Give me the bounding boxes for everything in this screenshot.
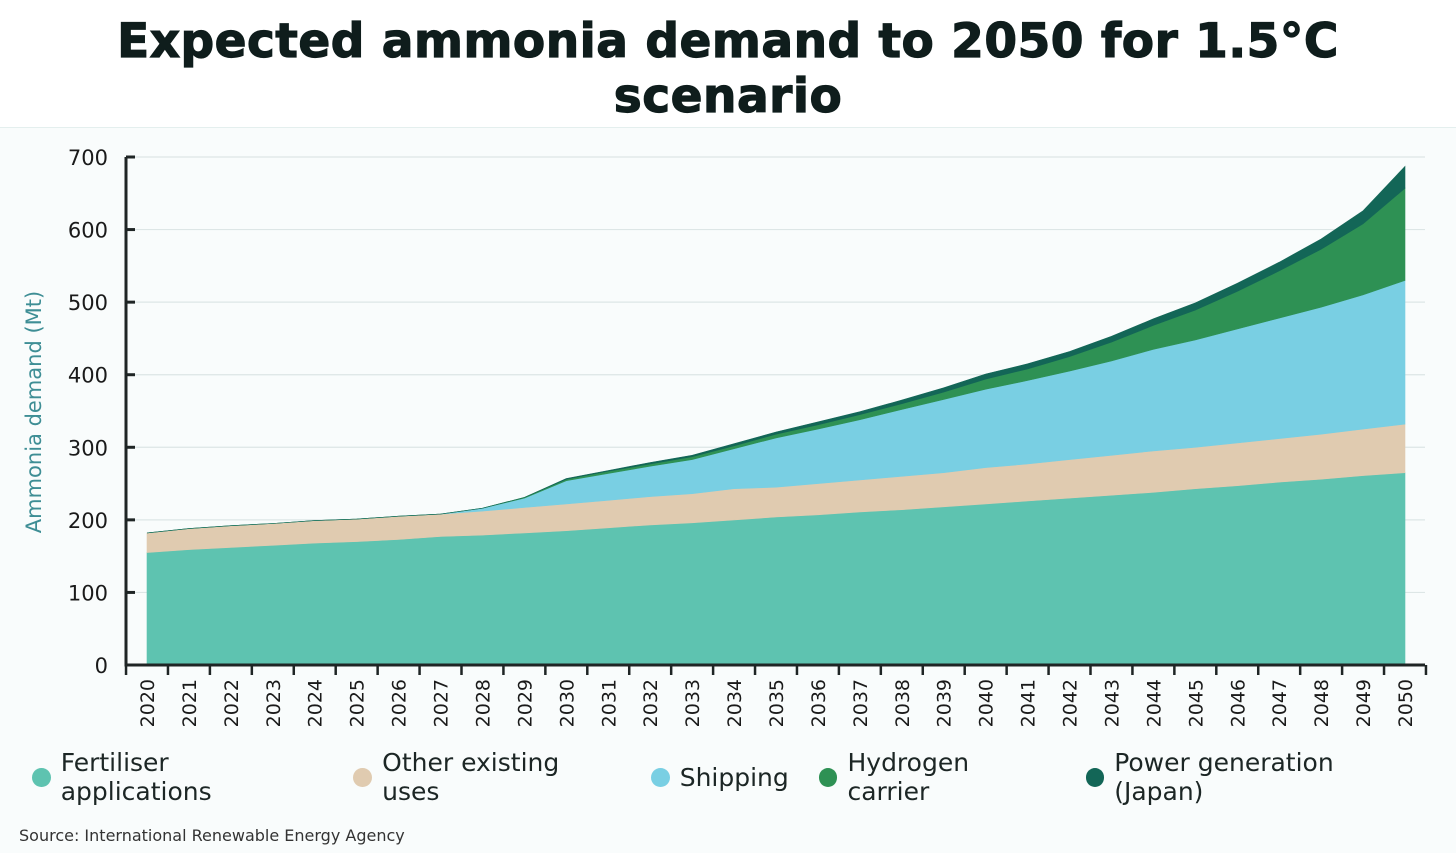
legend-item: Shipping — [650, 762, 789, 792]
x-tick-label: 2041 — [1018, 679, 1040, 727]
x-tick-label: 2035 — [766, 679, 788, 727]
x-tick-label: 2036 — [808, 679, 830, 727]
x-tick-label: 2050 — [1395, 679, 1417, 727]
legend: Fertiliser applications Other existing us… — [32, 748, 1456, 806]
x-tick-labels: 2020 2021 2022 2023 2024 2025 2026 2027 2028 2029… — [137, 679, 1417, 727]
y-tick-label: 100 — [68, 581, 108, 605]
x-tick-label: 2028 — [473, 679, 495, 727]
area-power-generation-japan — [146, 165, 1406, 534]
y-tick-labels: 0 100 200 300 400 500 600 700 — [68, 146, 108, 678]
legend-label: Hydrogen carrier — [847, 748, 970, 806]
x-tick-label: 2043 — [1102, 679, 1124, 727]
y-tick-label: 700 — [68, 146, 108, 170]
legend-swatch-icon — [818, 767, 838, 787]
legend-item: Power generation (Japan) — [1085, 748, 1427, 806]
legend-label: Power generation (Japan) — [1114, 748, 1334, 806]
x-tick-label: 2032 — [640, 679, 662, 727]
x-tick-label: 2029 — [514, 679, 536, 727]
x-tick-label: 2040 — [976, 679, 998, 727]
legend-swatch-icon — [353, 767, 373, 787]
legend-item: Hydrogen carrier — [818, 748, 1056, 806]
legend-swatch-icon — [650, 767, 670, 787]
legend-label: Shipping — [679, 762, 789, 792]
x-tick-label: 2048 — [1311, 679, 1333, 727]
y-axis-label: Ammonia demand (Mt) — [22, 291, 46, 533]
stacked-areas — [146, 165, 1406, 666]
x-tick-label: 2030 — [556, 679, 578, 727]
source-note: Source: International Renewable Energy A… — [19, 826, 405, 845]
x-tick-label: 2038 — [892, 679, 914, 727]
x-tick-label: 2039 — [934, 679, 956, 727]
legend-swatch-icon — [1085, 767, 1105, 787]
legend-item: Other existing uses — [353, 748, 620, 806]
x-tick-label: 2033 — [682, 679, 704, 727]
x-tick-label: 2031 — [598, 679, 620, 727]
x-tick-label: 2027 — [431, 679, 453, 727]
x-tick-label: 2045 — [1185, 679, 1207, 727]
x-tick-label: 2046 — [1227, 679, 1249, 727]
x-tick-label: 2044 — [1143, 679, 1165, 727]
axes — [124, 155, 1428, 675]
legend-swatch-icon — [32, 767, 51, 787]
y-tick-label: 0 — [95, 654, 108, 678]
legend-label: Other existing uses — [382, 748, 560, 806]
x-tick-label: 2034 — [724, 679, 746, 727]
y-tick-label: 500 — [68, 291, 108, 315]
x-tick-label: 2022 — [221, 679, 243, 727]
chart-title: Expected ammonia demand to 2050 for 1.5°… — [117, 13, 1339, 124]
x-tick-label: 2026 — [389, 679, 411, 727]
x-tick-label: 2025 — [347, 679, 369, 727]
legend-label: Fertiliser applications — [60, 748, 212, 806]
legend-item: Fertiliser applications — [32, 748, 323, 806]
x-tick-label: 2021 — [179, 679, 201, 727]
y-tick-label: 600 — [68, 219, 108, 243]
y-tick-label: 300 — [68, 436, 108, 460]
x-tick-label: 2024 — [305, 679, 327, 727]
x-tick-label: 2020 — [137, 679, 159, 727]
x-tick-label: 2049 — [1353, 679, 1375, 727]
x-tick-label: 2042 — [1060, 679, 1082, 727]
y-tick-label: 400 — [68, 364, 108, 388]
x-tick-label: 2023 — [263, 679, 285, 727]
x-tick-label: 2047 — [1269, 679, 1291, 727]
x-tick-label: 2037 — [850, 679, 872, 727]
y-tick-label: 200 — [68, 509, 108, 533]
